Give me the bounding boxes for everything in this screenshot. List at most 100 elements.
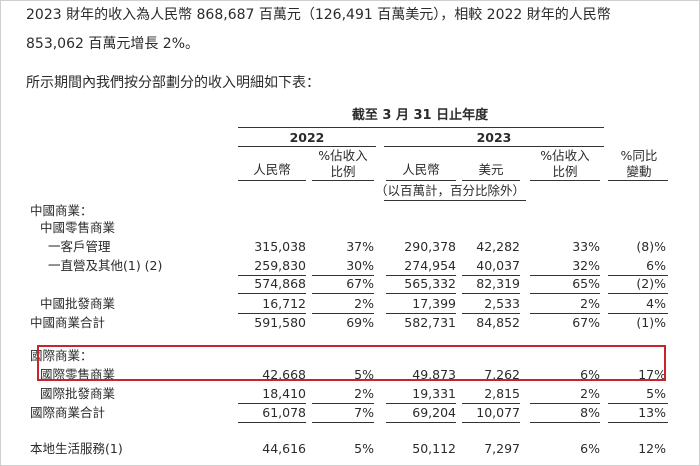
cell-usd-2023: 84,852 xyxy=(476,315,520,330)
col-header-pct-2022: %佔收入 比例 xyxy=(318,148,368,179)
year-2022-rule xyxy=(238,146,376,147)
cell-pct-2023: 2% xyxy=(580,386,600,401)
intro-paragraph-line-1: 2023 財年的收入為人民幣 868,687 百萬元（126,491 百萬美元）… xyxy=(26,7,611,23)
col-rule-yoy xyxy=(608,180,668,181)
row-label: 本地生活服務(1) xyxy=(30,441,123,456)
table-rule xyxy=(462,403,520,404)
row-label: 一直營及其他(1) (2) xyxy=(48,258,163,273)
cell-pct-2023: 8% xyxy=(580,405,600,420)
cell-yoy: 17% xyxy=(638,367,666,382)
table-rule xyxy=(386,293,456,294)
table-rule xyxy=(608,313,668,314)
cell-pct-2022: 5% xyxy=(354,367,374,382)
table-rule xyxy=(462,275,520,276)
table-rule xyxy=(238,313,306,314)
table-rule xyxy=(530,422,600,423)
cell-usd-2023: 82,319 xyxy=(476,276,520,291)
cell-yoy: 5% xyxy=(646,386,666,401)
row-label: 中國零售商業 xyxy=(40,220,116,235)
cell-rmb-2023: 565,332 xyxy=(404,276,456,291)
row-label: 國際零售商業 xyxy=(40,367,116,382)
row-label: 中國商業： xyxy=(30,203,93,218)
cell-yoy: 6% xyxy=(646,258,666,273)
cell-pct-2023: 65% xyxy=(572,276,600,291)
table-rule xyxy=(608,275,668,276)
col-header-pct-2023: %佔收入 比例 xyxy=(540,148,590,179)
cell-rmb-2022: 574,868 xyxy=(254,276,306,291)
table-rule xyxy=(238,293,306,294)
cell-rmb-2022: 16,712 xyxy=(262,296,306,311)
table-rule xyxy=(238,403,306,404)
table-rule xyxy=(312,403,374,404)
cell-yoy: 12% xyxy=(638,441,666,456)
table-rule xyxy=(238,275,306,276)
year-2023-header: 2023 xyxy=(476,130,512,145)
table-rule xyxy=(462,293,520,294)
cell-pct-2022: 5% xyxy=(354,441,374,456)
cell-usd-2023: 10,077 xyxy=(476,405,520,420)
col-rule-usd-2023 xyxy=(462,180,520,181)
cell-rmb-2022: 315,038 xyxy=(254,239,306,254)
cell-pct-2023: 2% xyxy=(580,296,600,311)
cell-rmb-2023: 49,873 xyxy=(412,367,456,382)
unit-note-rule xyxy=(384,200,526,201)
table-rule xyxy=(386,313,456,314)
cell-yoy: 13% xyxy=(638,405,666,420)
cell-pct-2023: 6% xyxy=(580,367,600,382)
cell-rmb-2022: 44,616 xyxy=(262,441,306,456)
cell-usd-2023: 7,262 xyxy=(484,367,520,382)
table-rule xyxy=(386,275,456,276)
col-header-rmb-2022: 人民幣 xyxy=(253,162,291,177)
col-rule-rmb-2023 xyxy=(386,180,456,181)
table-rule xyxy=(238,422,306,423)
cell-rmb-2022: 259,830 xyxy=(254,258,306,273)
highlight-box-international-retail xyxy=(37,345,666,381)
cell-usd-2023: 42,282 xyxy=(476,239,520,254)
period-header: 截至 3 月 31 日止年度 xyxy=(351,108,489,123)
cell-pct-2022: 69% xyxy=(346,315,374,330)
col-rule-pct-2023 xyxy=(530,180,600,181)
cell-rmb-2023: 274,954 xyxy=(404,258,456,273)
cell-rmb-2023: 19,331 xyxy=(412,386,456,401)
table-rule xyxy=(530,275,600,276)
row-label: 國際商業： xyxy=(30,348,93,363)
cell-pct-2022: 30% xyxy=(346,258,374,273)
cell-usd-2023: 2,815 xyxy=(484,386,520,401)
cell-pct-2023: 32% xyxy=(572,258,600,273)
table-rule xyxy=(386,422,456,423)
table-rule xyxy=(312,422,374,423)
row-label: 中國商業合計 xyxy=(30,315,106,330)
cell-pct-2022: 67% xyxy=(346,276,374,291)
cell-pct-2022: 2% xyxy=(354,386,374,401)
cell-rmb-2022: 42,668 xyxy=(262,367,306,382)
cell-usd-2023: 2,533 xyxy=(484,296,520,311)
year-2022-header: 2022 xyxy=(289,130,325,145)
col-header-rmb-2023: 人民幣 xyxy=(402,162,440,177)
cell-pct-2023: 6% xyxy=(580,441,600,456)
cell-yoy: (2)% xyxy=(636,276,666,291)
year-2023-rule xyxy=(384,146,604,147)
row-label: 中國批發商業 xyxy=(40,296,116,311)
unit-note: （以百萬計，百分比除外） xyxy=(374,183,525,198)
col-rule-rmb-2022 xyxy=(238,180,306,181)
intro-paragraph-line-2: 853,062 百萬元增長 2%。 xyxy=(26,36,200,52)
row-label: 國際商業合計 xyxy=(30,405,106,420)
table-rule xyxy=(462,422,520,423)
table-rule xyxy=(462,313,520,314)
cell-rmb-2023: 17,399 xyxy=(412,296,456,311)
table-rule xyxy=(312,275,374,276)
col-header-usd-2023: 美元 xyxy=(478,162,504,177)
table-rule xyxy=(608,293,668,294)
intro-table-caption: 所示期間內我們按分部劃分的收入明細如下表： xyxy=(26,75,320,91)
cell-rmb-2022: 591,580 xyxy=(254,315,306,330)
cell-usd-2023: 7,297 xyxy=(484,441,520,456)
table-rule xyxy=(608,422,668,423)
col-rule-pct-2022 xyxy=(312,180,374,181)
cell-rmb-2022: 61,078 xyxy=(262,405,306,420)
cell-rmb-2023: 290,378 xyxy=(404,239,456,254)
cell-rmb-2023: 69,204 xyxy=(412,405,456,420)
cell-pct-2022: 7% xyxy=(354,405,374,420)
cell-yoy: 4% xyxy=(646,296,666,311)
cell-pct-2023: 33% xyxy=(572,239,600,254)
cell-pct-2022: 2% xyxy=(354,296,374,311)
